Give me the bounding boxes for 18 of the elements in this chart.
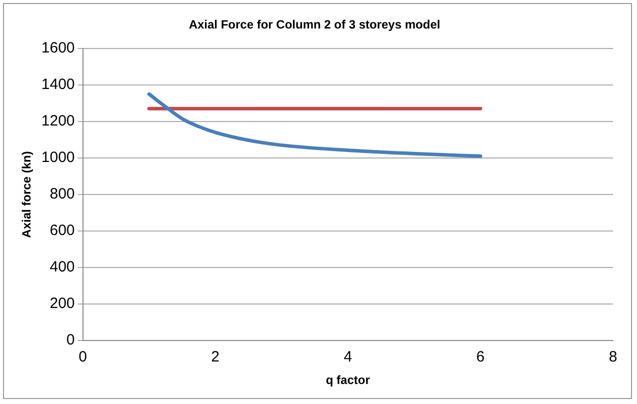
x-tick-label: 0: [78, 348, 87, 366]
y-tick-label: 600: [50, 222, 75, 240]
y-tick-label: 1000: [41, 149, 75, 166]
line-series: [147, 92, 482, 158]
y-tick-label: 0: [66, 332, 75, 349]
x-axis-title: q factor: [326, 373, 370, 388]
x-tick-label: 6: [476, 348, 485, 366]
x-tick-label: 2: [211, 348, 220, 366]
x-tick-label: 8: [608, 348, 618, 366]
chart-title: Axial Force for Column 2 of 3 storeys model: [188, 18, 440, 32]
y-tick-label: 1400: [41, 76, 75, 94]
y-tick-label: 1600: [41, 40, 75, 57]
y-tick-label: 200: [50, 295, 75, 312]
x-tick-label: 4: [344, 348, 352, 366]
y-tick-label: 400: [50, 258, 75, 276]
y-tick-label: 800: [50, 186, 75, 203]
y-tick-label: 1200: [41, 112, 75, 130]
y-axis-title: Axial force (kn): [20, 151, 34, 238]
